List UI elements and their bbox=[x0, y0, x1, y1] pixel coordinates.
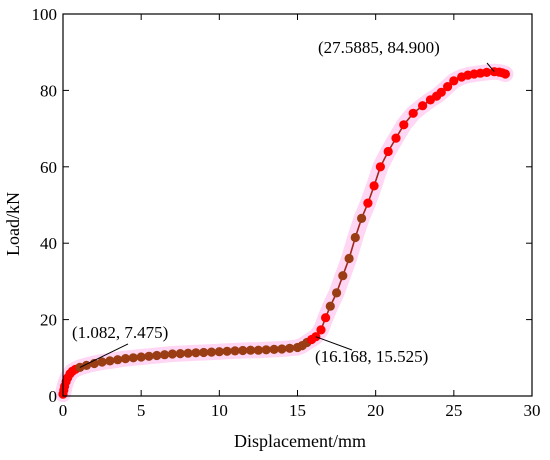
data-point bbox=[321, 313, 331, 323]
data-point bbox=[436, 87, 446, 97]
data-point bbox=[357, 213, 367, 223]
data-point bbox=[482, 67, 492, 77]
data-point bbox=[325, 301, 335, 311]
data-point bbox=[391, 133, 401, 143]
data-point bbox=[269, 344, 279, 354]
annotation-label: (27.5885, 84.900) bbox=[318, 38, 440, 57]
data-point bbox=[399, 120, 409, 130]
data-point bbox=[160, 350, 170, 360]
data-point bbox=[253, 345, 263, 355]
data-point bbox=[408, 108, 418, 118]
data-point bbox=[206, 347, 217, 357]
data-point bbox=[500, 69, 510, 79]
data-point bbox=[214, 347, 224, 357]
data-point bbox=[332, 288, 342, 298]
data-point bbox=[418, 101, 428, 111]
x-axis-label: Displacement/mm bbox=[234, 431, 366, 451]
data-point bbox=[136, 352, 146, 362]
x-tick-label: 10 bbox=[211, 401, 228, 420]
data-point bbox=[167, 349, 177, 359]
data-point bbox=[449, 76, 459, 86]
data-point bbox=[443, 82, 453, 92]
data-point bbox=[277, 344, 287, 354]
data-point bbox=[152, 350, 162, 361]
annotation-leader bbox=[315, 336, 353, 351]
y-tick-label: 40 bbox=[40, 234, 57, 253]
series-layer bbox=[58, 67, 510, 399]
data-point bbox=[128, 353, 138, 363]
x-tick-label: 5 bbox=[137, 401, 146, 420]
data-point bbox=[363, 198, 373, 208]
annotation-leader bbox=[79, 343, 129, 368]
data-point bbox=[369, 181, 379, 191]
data-point bbox=[383, 146, 393, 157]
y-tick-label: 60 bbox=[40, 158, 57, 177]
y-tick-label: 80 bbox=[40, 81, 57, 100]
y-axis-label: Load/kN bbox=[3, 192, 23, 256]
data-point bbox=[97, 357, 107, 367]
annotation-layer: (27.5885, 84.900) (1.082, 7.475) (16.168, … bbox=[72, 38, 495, 368]
y-tick-label: 0 bbox=[49, 387, 58, 406]
data-point bbox=[183, 348, 193, 358]
x-tick-label: 20 bbox=[367, 401, 384, 420]
x-tick-label: 0 bbox=[59, 401, 68, 420]
data-point bbox=[316, 325, 326, 335]
x-tick-label: 25 bbox=[445, 401, 462, 420]
data-point bbox=[175, 349, 185, 359]
y-tick-label: 20 bbox=[40, 311, 57, 330]
data-point bbox=[375, 162, 385, 172]
data-point bbox=[105, 356, 115, 366]
data-point bbox=[246, 345, 256, 355]
data-point bbox=[191, 348, 201, 358]
data-point bbox=[344, 253, 354, 264]
data-point bbox=[238, 345, 248, 356]
data-point bbox=[285, 343, 295, 353]
ticks-layer: 0 5 10 15 20 25 30 0 20 40 60 80 100 bbox=[32, 5, 541, 420]
data-point bbox=[120, 354, 131, 364]
data-point bbox=[222, 346, 232, 356]
data-point bbox=[338, 271, 348, 281]
annotation-label: (1.082, 7.475) bbox=[72, 323, 168, 342]
data-point bbox=[261, 345, 271, 355]
x-tick-label: 30 bbox=[524, 401, 541, 420]
annotation-label: (16.168, 15.525) bbox=[315, 347, 428, 366]
data-point bbox=[144, 351, 154, 361]
data-point bbox=[350, 232, 360, 243]
data-point bbox=[230, 346, 240, 356]
y-tick-label: 100 bbox=[32, 5, 58, 24]
data-point bbox=[199, 347, 209, 358]
data-point bbox=[113, 355, 123, 365]
x-tick-label: 15 bbox=[289, 401, 306, 420]
annotation-leader bbox=[486, 62, 495, 73]
